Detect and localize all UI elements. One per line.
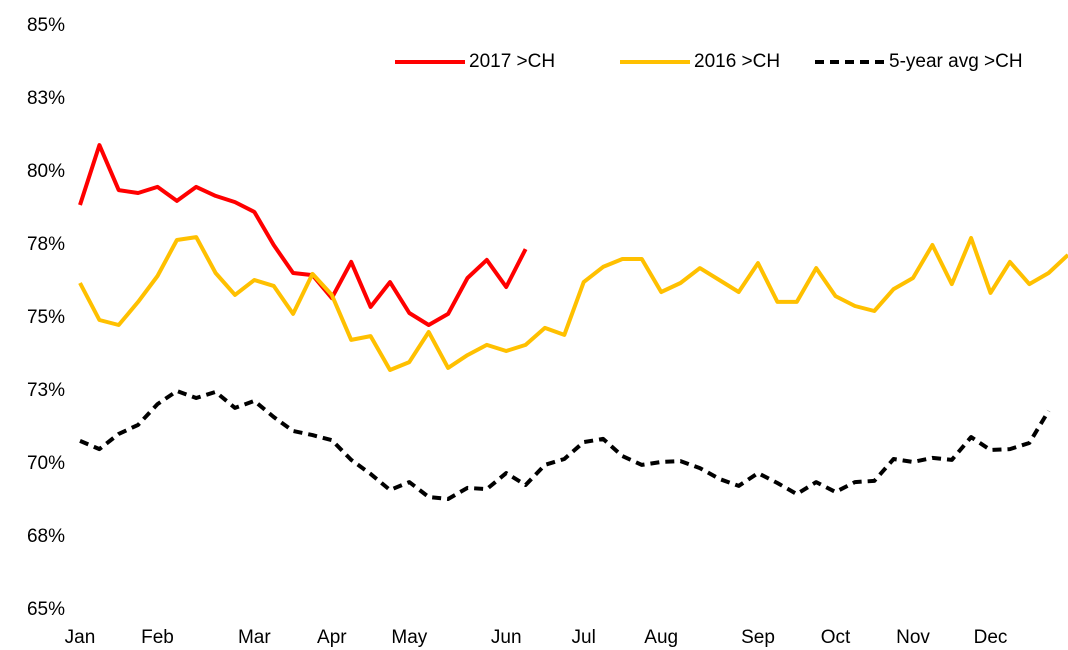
- x-tick-label: Jun: [491, 627, 522, 648]
- y-tick-label: 85%: [27, 15, 65, 36]
- legend-label: 2017 >CH: [469, 51, 555, 72]
- y-tick-label: 73%: [27, 380, 65, 401]
- legend-label: 5-year avg >CH: [889, 51, 1023, 72]
- x-tick-label: Sep: [741, 627, 775, 648]
- series-line: [78, 143, 528, 327]
- x-tick-label: Apr: [317, 627, 347, 648]
- series-line: [79, 389, 1051, 501]
- y-tick-label: 70%: [27, 453, 65, 474]
- y-tick-label: 65%: [27, 599, 65, 620]
- series-line: [78, 235, 1068, 372]
- x-tick-label: Feb: [141, 627, 174, 648]
- x-tick-label: May: [391, 627, 427, 648]
- y-tick-label: 78%: [27, 234, 65, 255]
- x-tick-label: Nov: [896, 627, 930, 648]
- y-tick-label: 83%: [27, 88, 65, 109]
- x-tick-label: Aug: [644, 627, 678, 648]
- y-tick-label: 75%: [27, 307, 65, 328]
- x-tick-label: Mar: [238, 627, 271, 648]
- x-tick-label: Jul: [572, 627, 596, 648]
- y-tick-label: 68%: [27, 526, 65, 547]
- legend-label: 2016 >CH: [694, 51, 780, 72]
- y-tick-label: 80%: [27, 161, 65, 182]
- x-tick-label: Oct: [821, 627, 851, 648]
- x-tick-label: Jan: [65, 627, 96, 648]
- x-tick-label: Dec: [974, 627, 1008, 648]
